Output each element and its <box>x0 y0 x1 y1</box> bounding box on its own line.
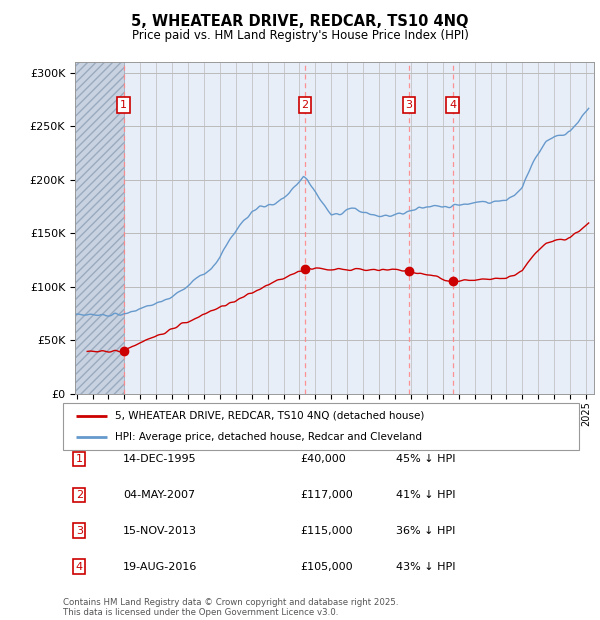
Text: 36% ↓ HPI: 36% ↓ HPI <box>396 526 455 536</box>
Text: 2: 2 <box>76 490 83 500</box>
Text: 14-DEC-1995: 14-DEC-1995 <box>123 454 197 464</box>
Text: 2: 2 <box>301 100 308 110</box>
Text: Price paid vs. HM Land Registry's House Price Index (HPI): Price paid vs. HM Land Registry's House … <box>131 30 469 42</box>
FancyBboxPatch shape <box>63 403 579 450</box>
Text: 45% ↓ HPI: 45% ↓ HPI <box>396 454 455 464</box>
Text: £115,000: £115,000 <box>300 526 353 536</box>
Text: HPI: Average price, detached house, Redcar and Cleveland: HPI: Average price, detached house, Redc… <box>115 432 422 442</box>
Text: 43% ↓ HPI: 43% ↓ HPI <box>396 562 455 572</box>
Text: Contains HM Land Registry data © Crown copyright and database right 2025.: Contains HM Land Registry data © Crown c… <box>63 598 398 607</box>
Text: 3: 3 <box>406 100 412 110</box>
Text: £117,000: £117,000 <box>300 490 353 500</box>
Text: £40,000: £40,000 <box>300 454 346 464</box>
Text: 5, WHEATEAR DRIVE, REDCAR, TS10 4NQ: 5, WHEATEAR DRIVE, REDCAR, TS10 4NQ <box>131 14 469 29</box>
Text: This data is licensed under the Open Government Licence v3.0.: This data is licensed under the Open Gov… <box>63 608 338 617</box>
Bar <box>75 62 124 394</box>
Text: 04-MAY-2007: 04-MAY-2007 <box>123 490 195 500</box>
Text: 41% ↓ HPI: 41% ↓ HPI <box>396 490 455 500</box>
Text: 3: 3 <box>76 526 83 536</box>
Text: £105,000: £105,000 <box>300 562 353 572</box>
Text: 19-AUG-2016: 19-AUG-2016 <box>123 562 197 572</box>
Text: 1: 1 <box>120 100 127 110</box>
Text: 4: 4 <box>76 562 83 572</box>
Text: 4: 4 <box>449 100 457 110</box>
Text: 5, WHEATEAR DRIVE, REDCAR, TS10 4NQ (detached house): 5, WHEATEAR DRIVE, REDCAR, TS10 4NQ (det… <box>115 410 424 420</box>
Text: 1: 1 <box>76 454 83 464</box>
Text: 15-NOV-2013: 15-NOV-2013 <box>123 526 197 536</box>
